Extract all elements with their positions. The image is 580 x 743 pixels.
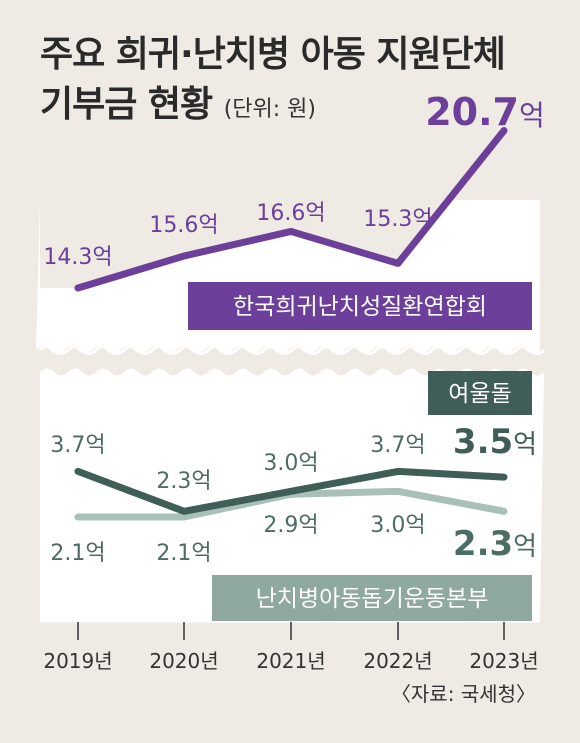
data-label-dark-green: 3.7억 — [50, 433, 105, 458]
x-tick-label: 2019년 — [43, 649, 112, 673]
source-label: 〈자료: 국세청〉 — [390, 682, 536, 706]
unit-label: (단위: 원) — [223, 97, 316, 122]
legend-purple-box — [188, 282, 532, 330]
legend-dark-green-box — [428, 371, 532, 415]
series-line-dark-green — [74, 467, 508, 515]
legend-light-green-box — [212, 575, 532, 621]
data-label-light-green: 2.1억 — [156, 541, 211, 566]
data-label-purple: 16.6억 — [256, 201, 325, 226]
data-label-light-green: 3.0억 — [370, 513, 425, 538]
title-line-1: 주요 희귀·난치병 아동 지원단체 — [40, 34, 506, 75]
upper-area-cover — [40, 130, 540, 288]
data-label-light-green: 2.1억 — [50, 541, 105, 566]
data-label-light-green: 2.9억 — [263, 513, 318, 538]
x-tick-label: 2022년 — [363, 649, 432, 673]
series-line-purple — [74, 127, 508, 292]
title-line-2-text: 기부금 현황 — [40, 84, 213, 125]
x-tick-label: 2020년 — [149, 649, 218, 673]
legend-purple-label: 한국희귀난치성질환연합회 — [233, 294, 487, 320]
data-label-purple: 15.6억 — [149, 213, 218, 238]
data-label-purple: 20.7억 — [425, 90, 545, 134]
x-tick-label: 2021년 — [256, 649, 325, 673]
data-label-light-green: 2.3억 — [453, 524, 537, 564]
data-label-purple: 14.3억 — [43, 245, 112, 270]
data-label-dark-green: 2.3억 — [156, 469, 211, 494]
title-line-2: 기부금 현황 (단위: 원) — [40, 80, 505, 135]
chart-title: 주요 희귀·난치병 아동 지원단체 기부금 현황 (단위: 원) — [40, 30, 506, 135]
data-label-dark-green: 3.7억 — [370, 433, 425, 458]
legend-dark-green-label: 여울돌 — [448, 381, 511, 407]
data-label-purple: 15.3억 — [363, 207, 432, 232]
data-label-dark-green: 3.0억 — [263, 451, 318, 476]
x-tick-label: 2023년 — [469, 649, 538, 673]
data-label-dark-green: 3.5억 — [453, 422, 537, 462]
legend-light-green-label: 난치병아동돕기운동본부 — [256, 586, 489, 612]
axis-break-wave — [38, 345, 546, 355]
